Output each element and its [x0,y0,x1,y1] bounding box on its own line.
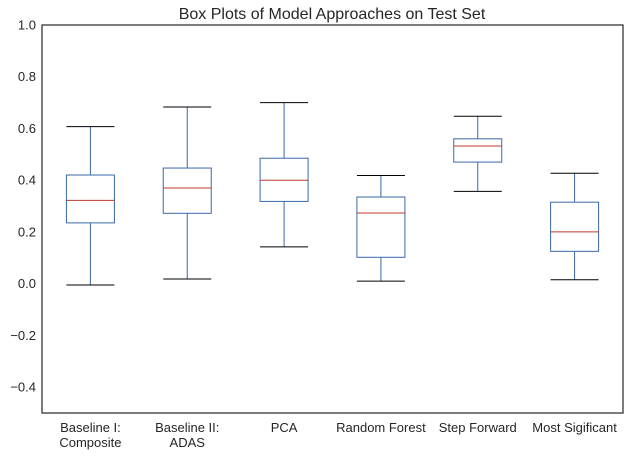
x-category-label: Random Forest [336,420,426,435]
x-axis-labels: Baseline I: Composite Baseline II: ADAS PCA R… [59,420,617,450]
x-category-label: Baseline I: Composite [59,420,121,450]
y-tick-label: 1.0 [18,18,36,33]
box-group [356,175,406,282]
y-tick-label: 0.6 [18,121,36,136]
y-tick-label: 0.8 [18,69,36,84]
x-category-label-line: ADAS [170,435,206,450]
x-category-label-line: Baseline II: [155,420,219,435]
plot-area-frame [41,24,624,414]
y-tick-label: −0.2 [10,328,36,343]
box-group [453,115,503,192]
iqr-box [65,174,115,224]
iqr-box [453,138,503,163]
x-category-label: Baseline II: ADAS [155,420,219,450]
y-tick-label: −0.4 [10,380,36,395]
y-tick-label: 0.2 [18,224,36,239]
x-category-label: Most Sigificant [532,420,617,435]
box-group [65,126,115,286]
box-group [162,106,212,280]
x-category-label: PCA [271,420,298,435]
y-axis-ticks: −0.4 −0.2 0.0 0.2 0.4 0.6 0.8 1.0 [10,18,36,395]
x-category-label: Step Forward [439,420,517,435]
box-series [65,102,600,286]
x-category-label-line: Baseline I: [60,420,121,435]
iqr-box [550,201,600,252]
chart-title: Box Plots of Model Approaches on Test Se… [179,6,486,23]
y-tick-label: 0.0 [18,276,36,291]
box-group [550,172,600,281]
iqr-box [162,167,212,214]
x-category-label-line: PCA [271,420,298,435]
x-category-label-line: Composite [59,435,121,450]
x-category-label-line: Most Sigificant [532,420,617,435]
x-category-label-line: Random Forest [336,420,426,435]
iqr-box [356,196,406,258]
x-category-label-line: Step Forward [439,420,517,435]
y-tick-label: 0.4 [18,173,36,188]
box-group [259,102,309,248]
